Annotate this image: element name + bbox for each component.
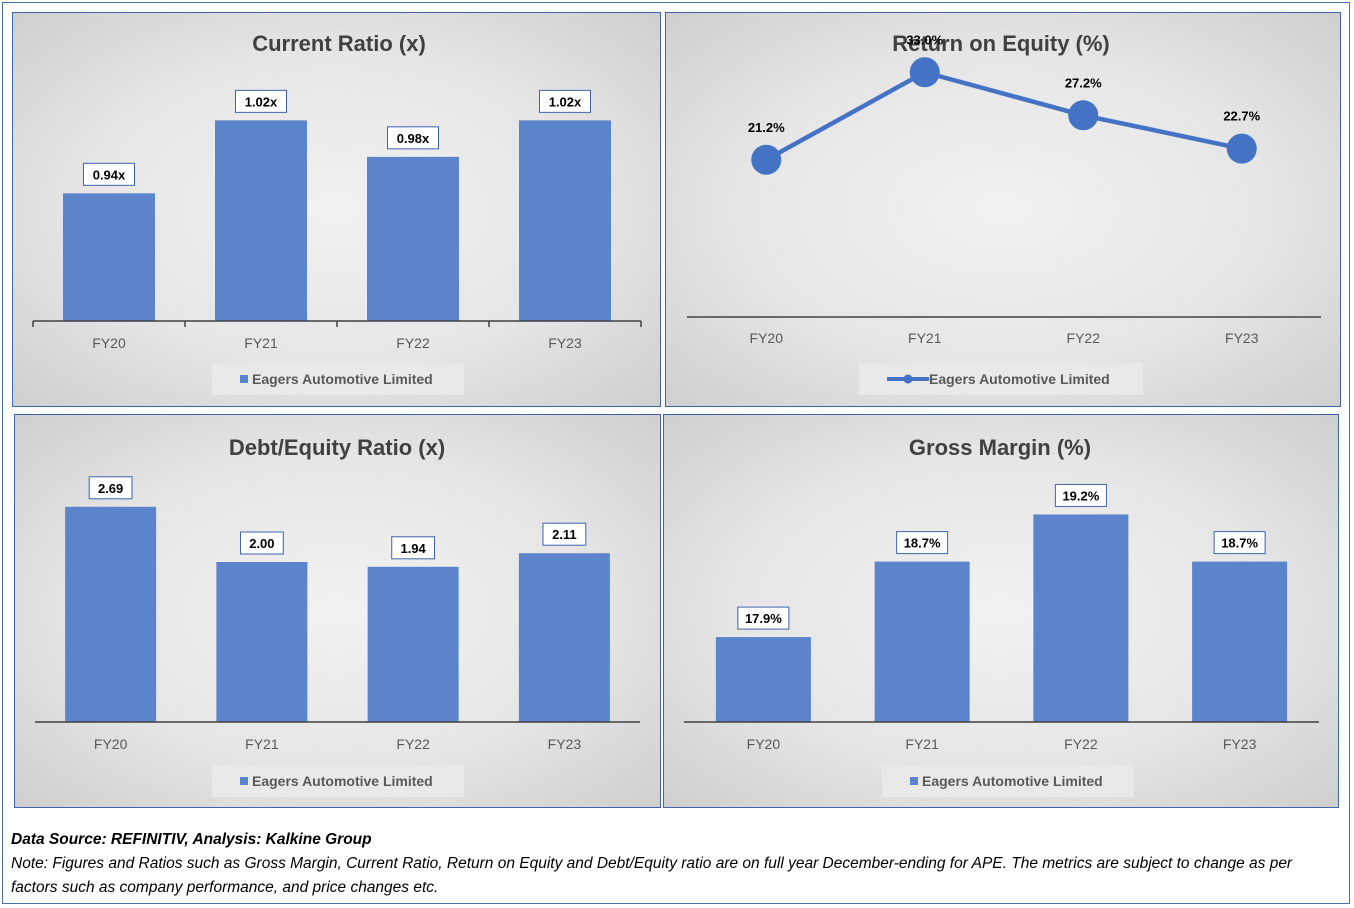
data-label-fy22: 27.2%: [1065, 75, 1102, 90]
x-tick-fy22: FY22: [1064, 736, 1098, 752]
bar-fy22: [1033, 514, 1129, 722]
bar-fy22: [367, 156, 459, 321]
data-label-fy21: 33.0%: [906, 32, 943, 47]
data-source: Data Source: REFINITIV, Analysis: Kalkin…: [11, 831, 372, 848]
data-label-fy20: 0.94x: [93, 167, 126, 182]
data-label-fy21: 18.7%: [904, 536, 941, 551]
data-label-fy23-box: [539, 89, 591, 113]
data-label-fy22: 0.98x: [397, 131, 430, 146]
legend-bg: [882, 765, 1134, 797]
footer-note: Note: Figures and Ratios such as Gross M…: [11, 855, 1293, 896]
point-fy23: [1226, 133, 1257, 164]
current-ratio-chart: Current Ratio (x) 0.94x FY20 1.02x FY21 0.98x…: [12, 12, 661, 407]
data-label-fy20-box: [88, 476, 133, 500]
data-label-fy21: 1.02x: [245, 94, 278, 109]
bar-fy23: [518, 553, 610, 722]
bar-fy23: [1192, 561, 1288, 722]
data-label-fy22: 19.2%: [1062, 488, 1099, 503]
legend-swatch: [910, 777, 918, 785]
chart-title: Current Ratio (x): [252, 31, 426, 56]
chart-title: Debt/Equity Ratio (x): [229, 435, 445, 460]
x-tick-fy23: FY23: [548, 335, 582, 351]
point-fy22: [1068, 100, 1099, 131]
data-label-fy23: 1.02x: [549, 94, 582, 109]
x-tick-fy21: FY21: [905, 736, 939, 752]
x-tick-fy21: FY21: [244, 335, 278, 351]
data-label-fy23-box: [542, 522, 587, 546]
legend-label: Eagers Automotive Limited: [929, 371, 1110, 387]
data-label-fy23: 22.7%: [1223, 109, 1260, 124]
legend-bg: [212, 363, 464, 395]
data-label-fy20: 17.9%: [745, 611, 782, 626]
data-label-fy20: 21.2%: [748, 120, 785, 135]
legend-swatch: [240, 777, 248, 785]
bar-fy20: [63, 193, 155, 321]
data-label-fy20-box: [737, 606, 790, 630]
x-tick-fy21: FY21: [245, 736, 279, 752]
bar-fy20: [715, 637, 811, 722]
legend-label: Eagers Automotive Limited: [252, 773, 433, 789]
x-tick-fy21: FY21: [908, 330, 942, 346]
x-tick-fy20: FY20: [747, 736, 781, 752]
data-label-fy22-box: [391, 536, 436, 560]
bar-fy21: [216, 562, 308, 722]
data-label-fy23: 2.11: [552, 527, 577, 542]
data-label-fy21: 2.00: [249, 536, 274, 551]
x-tick-fy22: FY22: [1067, 330, 1101, 346]
data-label-fy21-box: [239, 531, 284, 555]
legend-swatch: [240, 375, 248, 383]
data-label-fy21-box: [235, 89, 287, 113]
roe-series-line: [765, 69, 1243, 162]
data-label-fy23: 18.7%: [1221, 536, 1258, 551]
footer: Data Source: REFINITIV, Analysis: Kalkin…: [11, 828, 1341, 900]
point-fy21: [909, 57, 940, 88]
bar-fy21: [215, 120, 307, 321]
legend-point-marker: [903, 374, 913, 384]
legend-label: Eagers Automotive Limited: [922, 773, 1103, 789]
x-tick-fy20: FY20: [92, 335, 126, 351]
data-label-fy20: 2.69: [98, 481, 123, 496]
x-tick-fy22: FY22: [396, 335, 430, 351]
x-tick-fy22: FY22: [396, 736, 430, 752]
data-label-fy21-box: [896, 531, 949, 555]
legend-bg: [212, 765, 464, 797]
data-label-fy22-box: [387, 126, 439, 150]
data-label-fy22-box: [1054, 483, 1107, 507]
data-label-fy22: 1.94: [400, 541, 426, 556]
legend-label: Eagers Automotive Limited: [252, 371, 433, 387]
x-tick-fy23: FY23: [1225, 330, 1259, 346]
x-tick-fy20: FY20: [750, 330, 784, 346]
data-label-fy23-box: [1213, 531, 1266, 555]
point-fy20: [751, 144, 782, 175]
bar-fy20: [65, 506, 157, 722]
x-tick-fy20: FY20: [94, 736, 128, 752]
bar-fy22: [367, 566, 459, 722]
return-on-equity-chart: Return on Equity (%) 21.2% FY20 33.0% FY21 27…: [665, 12, 1341, 407]
debt-equity-ratio-chart: Debt/Equity Ratio (x) 2.69 FY20 2.00 FY21 1.9…: [14, 414, 661, 808]
x-tick-fy23: FY23: [1223, 736, 1257, 752]
x-tick-fy23: FY23: [548, 736, 582, 752]
chart-title: Return on Equity (%): [892, 31, 1110, 56]
bar-fy23: [519, 120, 611, 321]
gross-margin-chart: Gross Margin (%) 17.9% FY20 18.7% FY21 19.2% F…: [663, 414, 1339, 808]
data-label-fy20-box: [83, 162, 135, 186]
bar-fy21: [874, 561, 970, 722]
chart-title: Gross Margin (%): [909, 435, 1091, 460]
